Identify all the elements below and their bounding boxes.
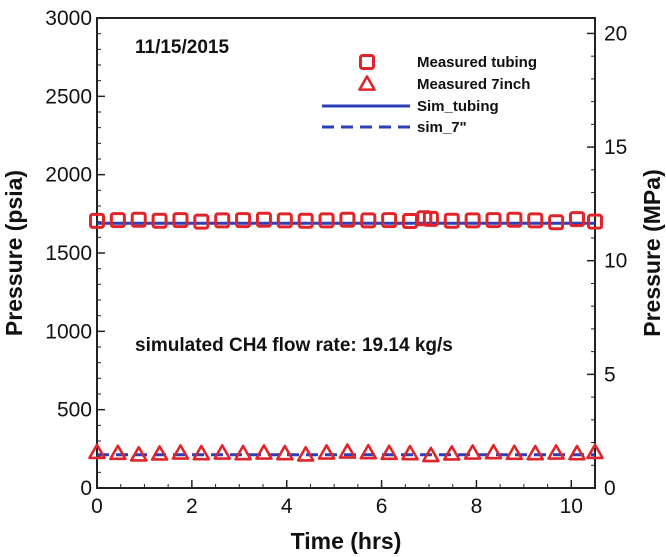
legend-label: Measured tubing xyxy=(417,54,537,71)
data-point xyxy=(89,212,105,229)
data-point xyxy=(317,444,336,460)
data-point xyxy=(339,211,356,228)
legend-label: sim_7" xyxy=(417,119,467,136)
data-point xyxy=(235,212,252,229)
data-point xyxy=(381,212,398,229)
data-point xyxy=(360,212,377,229)
data-point xyxy=(380,444,398,461)
legend-marker xyxy=(358,75,376,91)
data-point xyxy=(276,444,294,461)
y-tick-label: 1000 xyxy=(45,320,92,343)
legend: Measured tubing Measured 7inch Sim_tubings… xyxy=(322,54,537,136)
data-point xyxy=(548,214,565,231)
data-point xyxy=(527,212,544,229)
series-markers xyxy=(88,210,604,463)
x-tick-label: 6 xyxy=(376,495,388,518)
data-point xyxy=(338,443,357,459)
y-tick-label: 0 xyxy=(80,477,92,500)
data-point xyxy=(422,210,439,227)
x-tick-label: 0 xyxy=(91,495,103,518)
x-tick-label: 8 xyxy=(471,495,483,518)
y-tick-label: 3000 xyxy=(45,7,92,30)
annotation: simulated CH4 flow rate: 19.14 kg/s xyxy=(135,335,453,356)
data-point xyxy=(463,444,482,460)
data-point xyxy=(130,211,147,228)
legend-item: sim_7" xyxy=(322,119,467,136)
y-tick-label: 2000 xyxy=(45,164,92,187)
data-point xyxy=(172,212,189,229)
legend-item: Measured 7inch xyxy=(358,75,530,93)
data-point xyxy=(526,444,545,461)
data-point xyxy=(151,212,168,229)
data-point xyxy=(442,445,461,461)
legend-marker xyxy=(359,54,375,70)
data-point xyxy=(296,445,315,462)
y2-tick-label: 15 xyxy=(604,136,627,159)
data-point xyxy=(109,444,127,461)
data-point xyxy=(505,444,524,461)
y2-tick-label: 5 xyxy=(604,363,616,386)
data-point xyxy=(129,445,148,462)
data-point xyxy=(297,212,314,229)
axis-ticks: 0 2 4 6 8 10 0 500 1000 1500 2000 2500 3000 0 5 10 15 20 xyxy=(45,7,627,518)
data-point xyxy=(255,444,273,460)
legend-label: Sim_tubing xyxy=(417,98,499,115)
data-point xyxy=(359,443,378,460)
series-lines xyxy=(97,221,595,457)
data-point xyxy=(255,211,272,228)
data-point xyxy=(109,212,126,229)
data-point xyxy=(234,444,252,461)
y2-tick-label: 0 xyxy=(604,477,616,500)
x-tick-label: 10 xyxy=(560,495,583,518)
legend-label: Measured 7inch xyxy=(417,76,530,93)
legend-item: Measured tubing xyxy=(359,54,537,71)
y-axis-title: Pressure (psia) xyxy=(1,170,27,336)
data-point xyxy=(485,212,502,229)
data-point xyxy=(192,444,211,461)
data-point xyxy=(586,443,604,460)
data-point xyxy=(422,446,440,463)
data-point xyxy=(213,444,232,460)
y-tick-label: 500 xyxy=(57,399,92,422)
data-point xyxy=(401,444,419,461)
data-point xyxy=(443,212,460,229)
data-point xyxy=(568,444,586,461)
legend-item: Sim_tubing xyxy=(322,98,499,115)
data-point xyxy=(484,443,503,460)
data-point xyxy=(506,211,523,228)
data-point xyxy=(193,213,210,230)
data-point xyxy=(171,444,190,460)
data-point xyxy=(402,213,419,230)
date-label: 11/15/2015 xyxy=(135,37,229,58)
data-point xyxy=(276,212,293,229)
data-point xyxy=(464,212,481,229)
y-tick-label: 2500 xyxy=(45,85,92,108)
y2-axis-title: Pressure (MPa) xyxy=(639,169,665,336)
y2-tick-label: 20 xyxy=(604,22,627,45)
data-point xyxy=(568,211,585,228)
data-point xyxy=(150,445,169,461)
data-point xyxy=(587,213,603,230)
data-point xyxy=(88,443,106,460)
x-tick-label: 4 xyxy=(281,495,293,518)
data-point xyxy=(547,444,565,460)
y-tick-label: 1500 xyxy=(45,242,92,265)
data-point xyxy=(318,212,335,229)
x-tick-label: 2 xyxy=(186,495,198,518)
y2-tick-label: 10 xyxy=(604,250,627,273)
data-point xyxy=(214,212,231,229)
x-axis-title: Time (hrs) xyxy=(291,528,402,554)
